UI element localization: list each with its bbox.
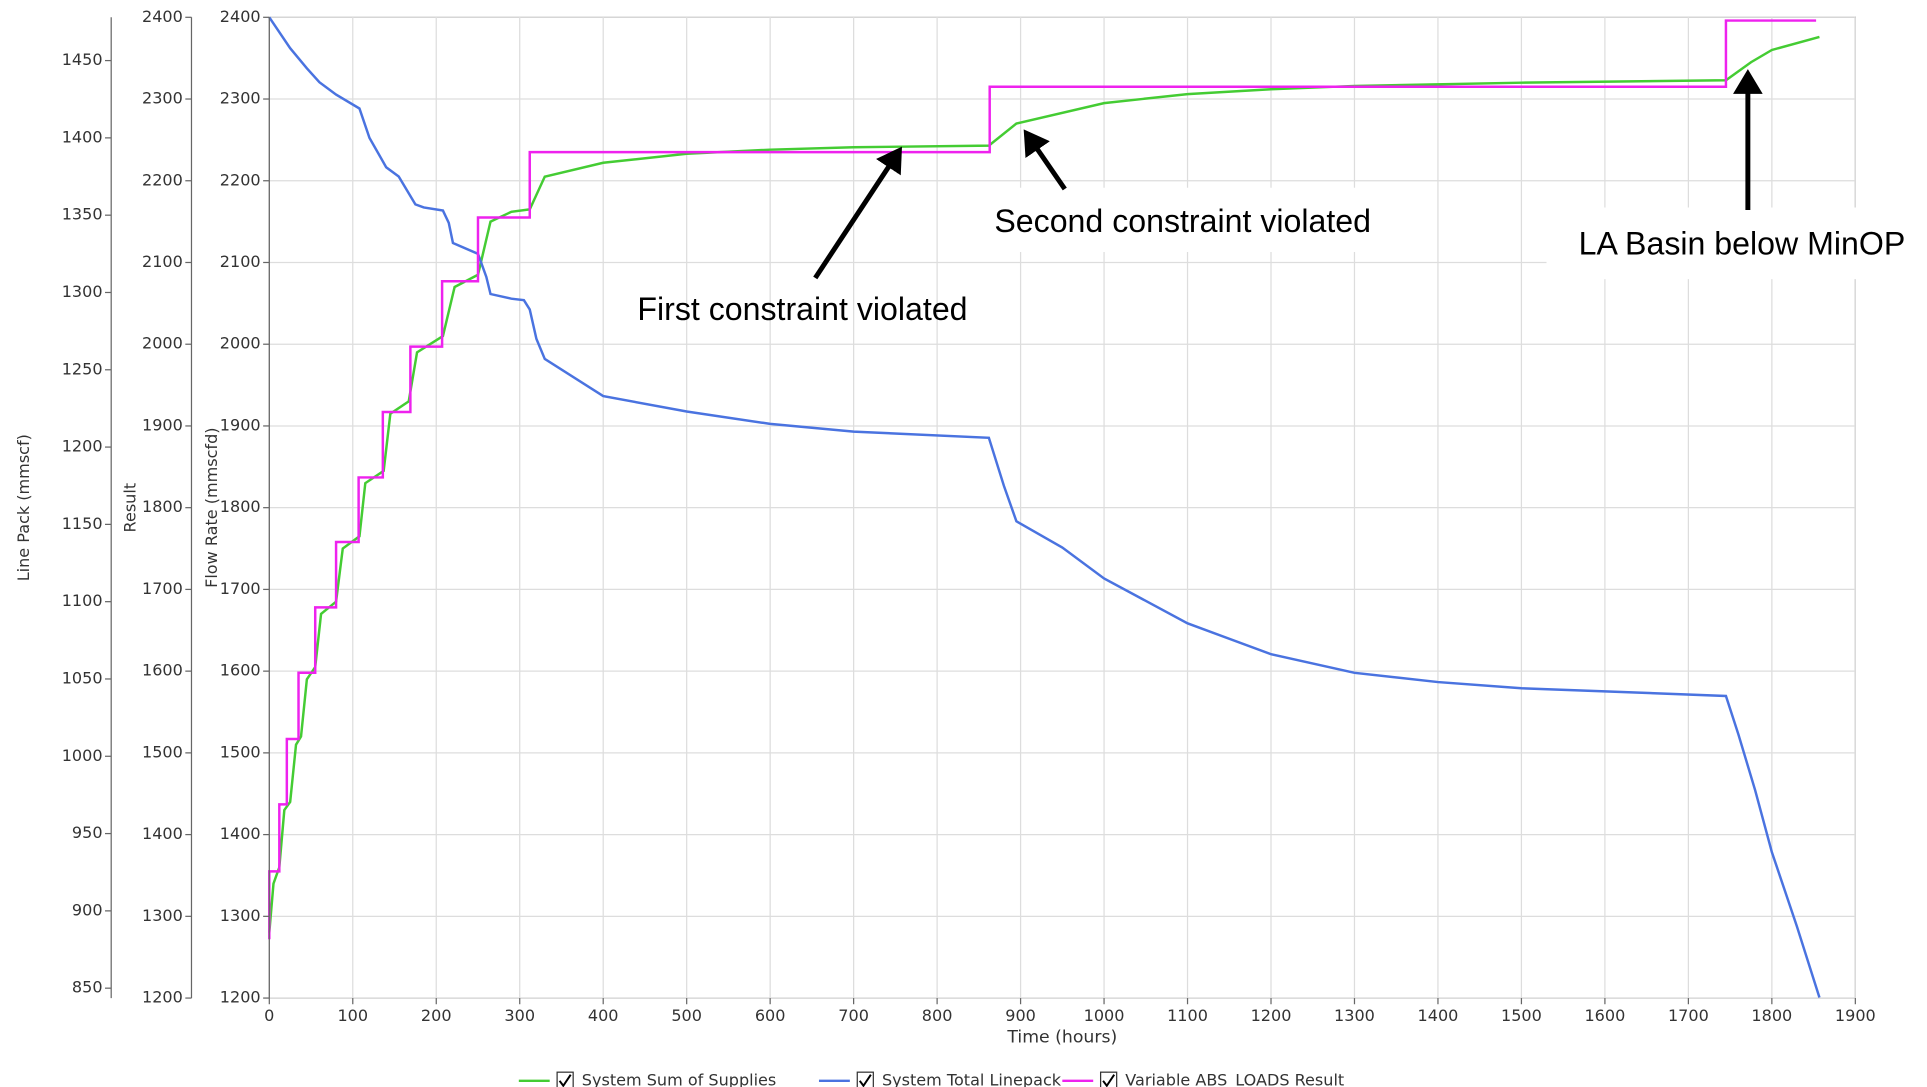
y-tick-label: 1500: [220, 742, 261, 761]
x-tick-label: 1900: [1835, 1006, 1876, 1025]
x-tick-label: 800: [922, 1006, 953, 1025]
y-tick-label: 2400: [220, 7, 261, 26]
arrow: [1023, 129, 1067, 191]
x-tick-label: 1300: [1334, 1006, 1375, 1025]
legend-checkbox: [556, 1071, 574, 1087]
y-tick-label: 1250: [62, 359, 103, 378]
y-tick-label: 2100: [142, 252, 183, 271]
y-tick-label: 1200: [142, 988, 183, 1007]
x-tick-label: 0: [264, 1006, 274, 1025]
y-tick-label: 1600: [142, 661, 183, 680]
legend-check: [858, 1074, 872, 1087]
y-tick-label: 850: [72, 978, 103, 997]
y-tick-label: 2200: [220, 170, 261, 189]
y-tick-label: 900: [72, 900, 103, 919]
x-tick-label: 400: [588, 1006, 619, 1025]
annotation: Second constraint violated: [994, 203, 1371, 239]
y-tick-label: 1800: [142, 497, 183, 516]
legend-checkbox: [1099, 1071, 1118, 1087]
legend-label[interactable]: Variable ABS_LOADS Result: [1125, 1070, 1344, 1087]
y-axis-label: Flow Rate (mmscfd): [202, 427, 221, 587]
x-tick-label: 300: [504, 1006, 535, 1025]
annotation-box: [1546, 207, 1927, 280]
y-tick-label: 1500: [142, 742, 183, 761]
annotation: LA Basin below MinOP: [1579, 225, 1906, 261]
lines: [268, 16, 1821, 998]
y-tick-label: 1200: [62, 437, 103, 456]
y-tick-label: 1450: [62, 50, 103, 69]
y-tick-label: 1700: [220, 579, 261, 598]
y2-axis-label: Result: [120, 483, 139, 533]
x-tick-label: 600: [755, 1006, 786, 1025]
x-tick-label: 700: [838, 1006, 869, 1025]
y-tick-label: 1300: [220, 906, 261, 925]
x-tick-label: 200: [421, 1006, 452, 1025]
x-tick-label: 1500: [1501, 1006, 1542, 1025]
y-tick-label: 1900: [220, 415, 261, 434]
series-line: [268, 16, 1821, 998]
y-tick-label: 1350: [62, 205, 103, 224]
y-tick-label: 1300: [142, 906, 183, 925]
annotation-box: [983, 187, 1404, 252]
legend-check: [1102, 1074, 1116, 1087]
x-tick-label: 1000: [1084, 1006, 1125, 1025]
arrow: [813, 146, 902, 280]
x-tick-label: 100: [337, 1006, 368, 1025]
y-tick-label: 1300: [62, 282, 103, 301]
series-line: [268, 19, 1817, 940]
x-tick-label: 1100: [1167, 1006, 1208, 1025]
x-tick-label: 1700: [1668, 1006, 1709, 1025]
y-tick-label: 2000: [142, 334, 183, 353]
y-tick-label: 2400: [142, 7, 183, 26]
legend: System Sum of Supplies System Total Linep…: [518, 1070, 1344, 1087]
y3-axis-label: Line Pack (mmscf): [14, 434, 33, 581]
y-tick-label: 1600: [220, 661, 261, 680]
y-tick-label: 1800: [220, 497, 261, 516]
annotation: First constraint violated: [637, 291, 967, 327]
legend-label[interactable]: System Sum of Supplies: [582, 1070, 776, 1087]
legend-checkbox: [856, 1071, 874, 1087]
y-tick-label: 1700: [142, 579, 183, 598]
y-tick-label: 1100: [62, 591, 103, 610]
y-tick-label: 1200: [220, 988, 261, 1007]
y-tick-label: 2200: [142, 170, 183, 189]
y-tick-label: 1400: [220, 824, 261, 843]
y-tick-label: 2300: [220, 89, 261, 108]
y-tick-label: 1050: [62, 668, 103, 687]
x-tick-label: 1600: [1584, 1006, 1625, 1025]
y-tick-label: 1000: [62, 746, 103, 765]
y-tick-label: 1150: [62, 514, 103, 533]
y-tick-label: 2100: [220, 252, 261, 271]
y-tick-label: 1400: [62, 127, 103, 146]
x-tick-label: 1800: [1751, 1006, 1792, 1025]
x-axis-label: Time (hours): [1006, 1028, 1117, 1048]
x-tick-label: 500: [671, 1006, 702, 1025]
x-tick-label: 1400: [1418, 1006, 1459, 1025]
legend-check: [558, 1074, 572, 1087]
y-tick-label: 2000: [220, 334, 261, 353]
legend-label[interactable]: System Total Linepack: [882, 1070, 1062, 1087]
x-tick-label: 1200: [1251, 1006, 1292, 1025]
y-tick-label: 1900: [142, 415, 183, 434]
y-tick-label: 2300: [142, 89, 183, 108]
y-tick-label: 1400: [142, 824, 183, 843]
y-tick-label: 950: [72, 823, 103, 842]
x-tick-label: 900: [1005, 1006, 1036, 1025]
